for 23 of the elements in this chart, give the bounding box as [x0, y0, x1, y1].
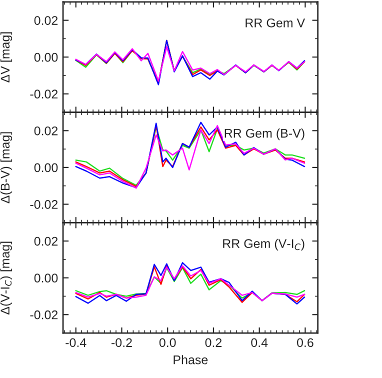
- x-axis-title: Phase: [174, 355, 208, 364]
- annotation: RR Gem (V-I$_{C}$): [223, 238, 304, 250]
- x-tick-label: -0.4: [66, 338, 86, 348]
- y-tick-label: -0.02: [30, 200, 58, 209]
- y-tick-label: 0.02: [34, 16, 58, 25]
- y-tick-label: 0.02: [34, 236, 58, 246]
- x-tick-label: -0.2: [112, 338, 132, 348]
- y-tick-label: -0.02: [30, 90, 58, 99]
- x-tick-label: 0.2: [205, 338, 222, 348]
- y-tick-label: 0.00: [34, 52, 58, 62]
- y-tick-label: -0.02: [30, 310, 58, 320]
- y-tick-label: 0.00: [34, 274, 58, 282]
- x-tick-label: 0.6: [297, 338, 314, 348]
- y-axis-title: Δ(B-V) [mag]: [0, 132, 12, 204]
- y-tick-label: 0.00: [34, 163, 58, 172]
- y-axis-title: Δ(V-I$_{C}$) [mag]: [0, 242, 12, 314]
- y-axis-title: ΔV [mag]: [0, 32, 12, 82]
- x-tick-label: 0.0: [159, 338, 176, 348]
- annotation: RR Gem (B-V): [224, 128, 304, 140]
- annotation: RR Gem V: [246, 18, 306, 28]
- y-tick-label: 0.02: [34, 126, 58, 136]
- line-series: [75, 46, 306, 82]
- x-tick-label: 0.4: [251, 338, 268, 348]
